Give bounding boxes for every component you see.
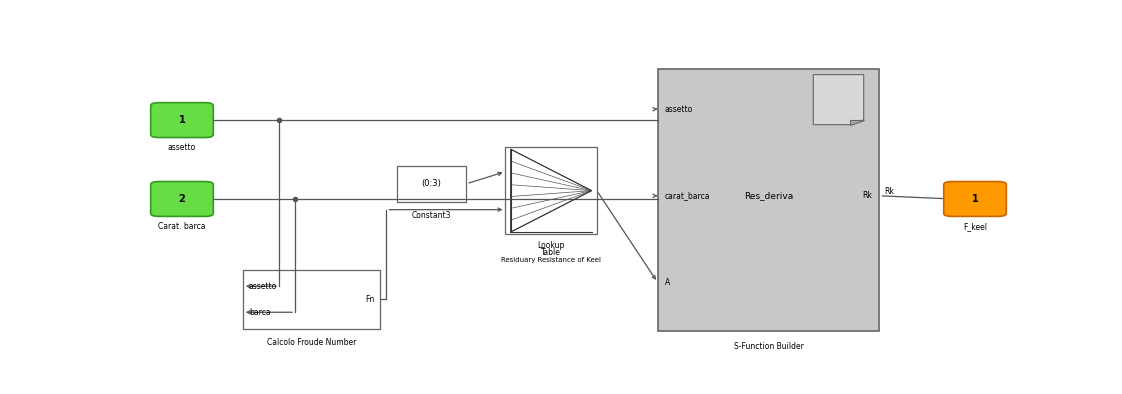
Text: S-Function Builder: S-Function Builder [734,342,803,351]
Text: A: A [664,278,670,287]
Text: assetto: assetto [168,143,196,152]
Text: 1: 1 [972,194,978,204]
Text: carat_barca: carat_barca [664,191,710,200]
Text: (0:3): (0:3) [422,179,441,188]
Text: assetto: assetto [664,105,693,114]
Text: 2: 2 [178,194,185,204]
Text: Rk: Rk [884,187,894,196]
FancyBboxPatch shape [242,269,380,329]
FancyBboxPatch shape [944,182,1006,216]
FancyBboxPatch shape [397,165,467,202]
Text: Carat. barca: Carat. barca [158,222,205,231]
Text: F_keel: F_keel [963,222,987,231]
Text: Residuary Resistance of Keel: Residuary Resistance of Keel [502,256,601,263]
Polygon shape [849,120,864,125]
Text: Calcolo Froude Number: Calcolo Froude Number [267,338,357,347]
Text: Rk: Rk [863,191,873,200]
Polygon shape [813,74,864,125]
FancyBboxPatch shape [657,69,880,331]
Text: assetto: assetto [249,282,277,291]
Text: Fn: Fn [365,295,374,304]
FancyBboxPatch shape [150,103,213,138]
Text: 1: 1 [178,115,185,125]
Text: Table: Table [541,249,561,257]
Text: Res_deriva: Res_deriva [744,191,793,200]
FancyBboxPatch shape [505,147,597,234]
Text: Lookup: Lookup [537,240,564,249]
Text: Constant3: Constant3 [412,211,451,220]
Text: barca: barca [249,308,270,317]
FancyBboxPatch shape [150,182,213,216]
